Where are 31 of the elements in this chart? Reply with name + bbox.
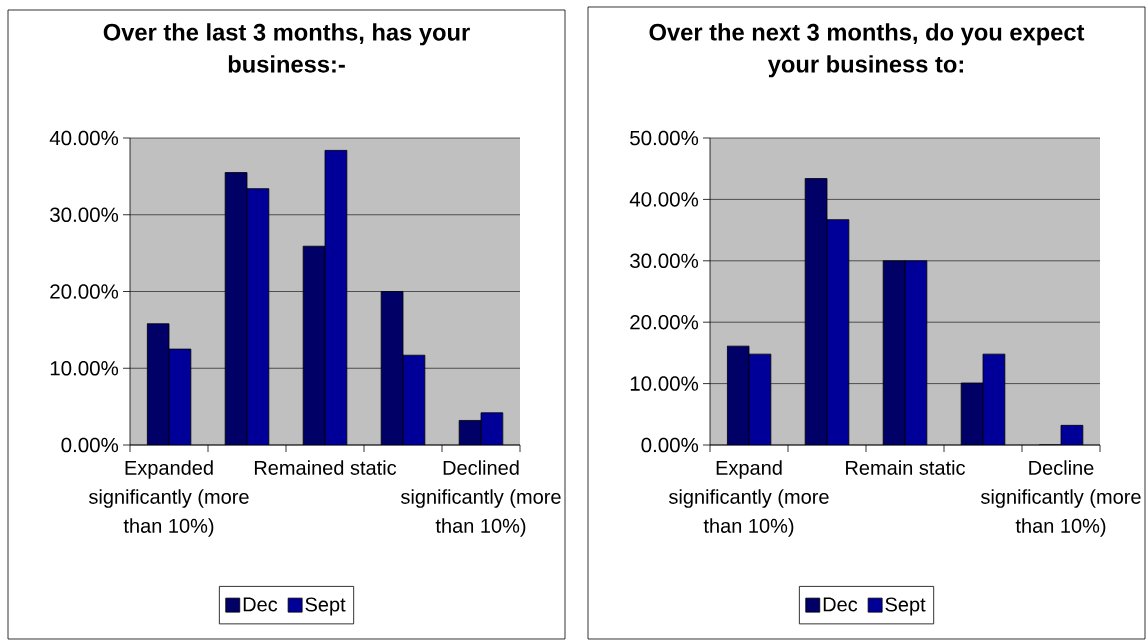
y-tick-label: 40.00% — [629, 192, 699, 207]
chart-title: Over the next 3 months, do you expect your business to: — [649, 23, 1085, 78]
y-tick-label: 30.00% — [50, 207, 119, 223]
bar — [403, 355, 425, 445]
x-tick-label: Decline significantly (more than 10%) — [980, 460, 1141, 537]
x-tick-label: Remained static — [254, 460, 397, 475]
chart-title: Over the last 3 months, has your business:- — [103, 23, 470, 73]
x-tick-label: Expand significantly (more than 10%) — [668, 460, 829, 537]
bar — [247, 188, 269, 445]
y-tick-label: 10.00% — [630, 376, 699, 391]
legend-label: Sept — [885, 597, 926, 616]
legend-label: Sept — [305, 597, 346, 616]
bar — [905, 260, 927, 445]
y-tick-label: 0.00% — [641, 437, 699, 453]
y-tick-label: 30.00% — [630, 253, 699, 269]
x-tick-label: Declined significantly (more than 10%) — [400, 460, 561, 537]
bar — [749, 354, 771, 445]
bar — [983, 354, 1005, 445]
y-tick-label: 20.00% — [50, 284, 119, 299]
legend-label: Dec — [243, 597, 278, 612]
y-tick-label: 40.00% — [49, 130, 119, 146]
bar — [169, 349, 191, 445]
bar — [827, 219, 849, 445]
y-tick-label: 10.00% — [50, 360, 119, 376]
y-tick-label: 0.00% — [61, 437, 119, 453]
legend-label: Dec — [823, 597, 858, 612]
x-tick-label: Expanded significantly (more than 10%) — [88, 460, 249, 537]
x-tick-label: Remain static — [846, 460, 966, 475]
bar — [325, 150, 347, 445]
y-tick-label: 20.00% — [630, 314, 699, 330]
y-tick-label: 50.00% — [630, 130, 699, 146]
